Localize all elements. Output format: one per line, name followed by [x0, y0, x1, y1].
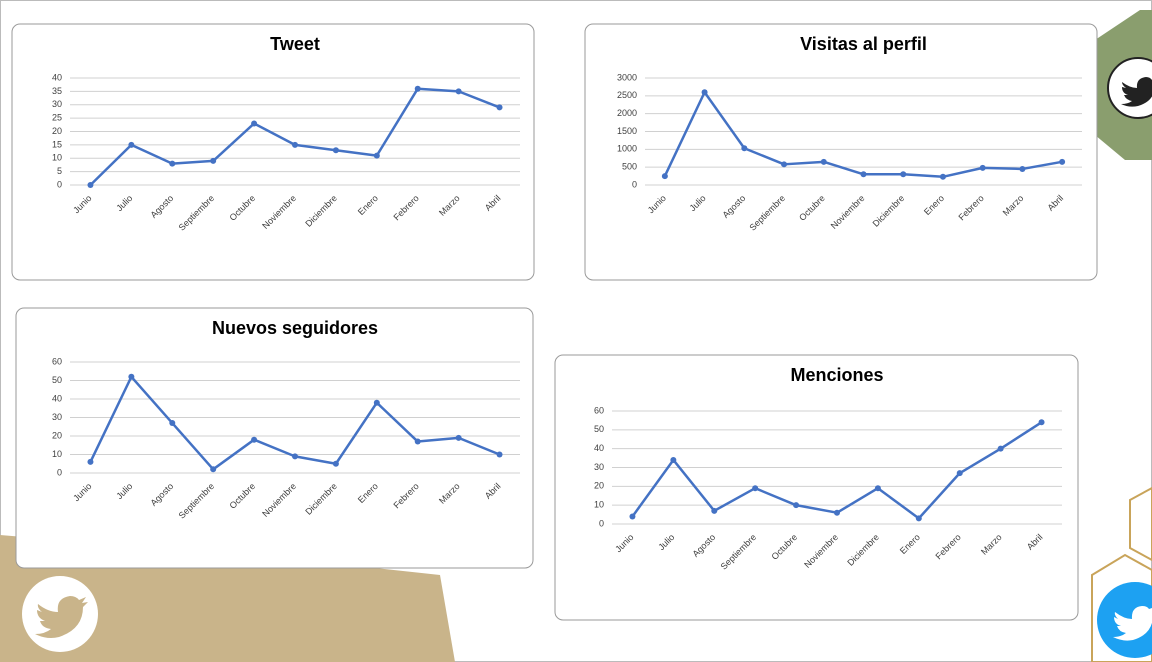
data-point: [374, 400, 380, 406]
y-tick-label: 500: [622, 162, 637, 172]
data-point: [1059, 159, 1065, 165]
data-point: [916, 515, 922, 521]
data-point: [456, 435, 462, 441]
data-point: [900, 171, 906, 177]
data-point: [210, 466, 216, 472]
y-tick-label: 25: [52, 113, 62, 123]
data-point: [957, 470, 963, 476]
y-tick-label: 50: [594, 424, 604, 434]
y-tick-label: 30: [52, 412, 62, 422]
y-tick-label: 30: [594, 462, 604, 472]
y-tick-label: 1000: [617, 144, 637, 154]
y-tick-label: 0: [57, 179, 62, 189]
data-point: [128, 374, 134, 380]
data-point: [711, 508, 717, 514]
y-tick-label: 35: [52, 86, 62, 96]
y-tick-label: 10: [594, 500, 604, 510]
y-tick-label: 20: [52, 430, 62, 440]
data-point: [781, 161, 787, 167]
data-point: [940, 174, 946, 180]
y-tick-label: 30: [52, 99, 62, 109]
y-tick-label: 50: [52, 375, 62, 385]
data-point: [374, 153, 380, 159]
y-tick-label: 3000: [617, 72, 637, 82]
data-point: [1019, 166, 1025, 172]
data-point: [415, 439, 421, 445]
chart-frame: [555, 355, 1078, 620]
data-point: [670, 457, 676, 463]
data-point: [702, 89, 708, 95]
data-point: [87, 459, 93, 465]
slide: Tweet0510152025303540JunioJulioAgostoSep…: [0, 0, 1152, 662]
data-point: [998, 446, 1004, 452]
y-tick-label: 15: [52, 139, 62, 149]
data-point: [861, 171, 867, 177]
y-tick-label: 2500: [617, 90, 637, 100]
data-point: [662, 173, 668, 179]
y-tick-label: 40: [594, 443, 604, 453]
data-point: [333, 147, 339, 153]
y-tick-label: 10: [52, 449, 62, 459]
y-tick-label: 5: [57, 166, 62, 176]
y-tick-label: 40: [52, 393, 62, 403]
y-tick-label: 20: [52, 126, 62, 136]
data-point: [87, 182, 93, 188]
data-point: [497, 452, 503, 458]
data-point: [752, 485, 758, 491]
chart-frame: [585, 24, 1097, 280]
y-tick-label: 60: [52, 356, 62, 366]
y-tick-label: 1500: [617, 126, 637, 136]
y-tick-label: 0: [57, 467, 62, 477]
data-point: [497, 104, 503, 110]
data-point: [793, 502, 799, 508]
chart-title: Tweet: [270, 34, 320, 54]
y-tick-label: 40: [52, 72, 62, 82]
data-point: [834, 510, 840, 516]
y-tick-label: 0: [632, 179, 637, 189]
data-point: [128, 142, 134, 148]
data-point: [333, 461, 339, 467]
y-tick-label: 60: [594, 405, 604, 415]
chart-frame: [12, 24, 534, 280]
data-point: [821, 159, 827, 165]
y-tick-label: 10: [52, 153, 62, 163]
data-point: [292, 142, 298, 148]
data-point: [629, 513, 635, 519]
y-tick-label: 20: [594, 481, 604, 491]
y-tick-label: 0: [599, 518, 604, 528]
data-point: [1039, 419, 1045, 425]
data-point: [292, 453, 298, 459]
data-point: [210, 158, 216, 164]
y-tick-label: 2000: [617, 108, 637, 118]
data-point: [875, 485, 881, 491]
data-point: [980, 165, 986, 171]
data-point: [251, 120, 257, 126]
chart-title: Menciones: [790, 365, 883, 385]
data-point: [741, 145, 747, 151]
data-point: [169, 420, 175, 426]
data-point: [169, 161, 175, 167]
data-point: [456, 88, 462, 94]
chart-title: Visitas al perfil: [800, 34, 927, 54]
chart-title: Nuevos seguidores: [212, 318, 378, 338]
data-point: [251, 437, 257, 443]
data-point: [415, 86, 421, 92]
